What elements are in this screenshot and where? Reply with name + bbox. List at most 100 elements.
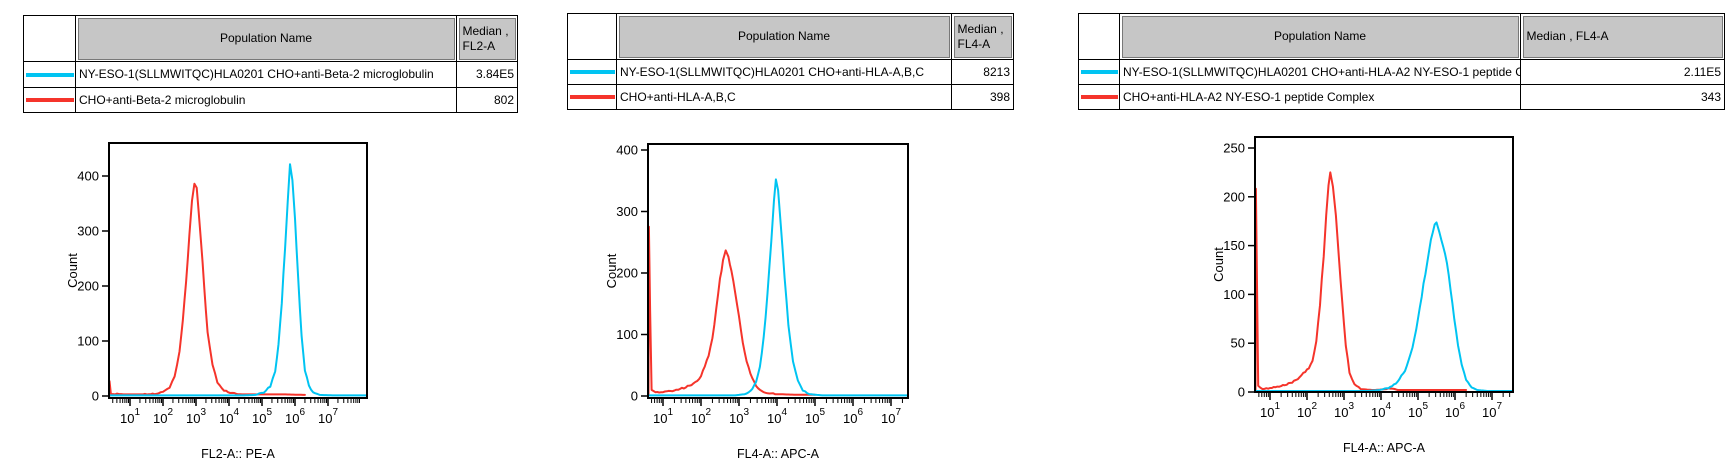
- x-tick-label: 106: [1445, 401, 1465, 420]
- x-axis: 101 102 103 104 105 106 107: [1258, 392, 1511, 420]
- x-tick-label: 102: [153, 407, 173, 426]
- x-tick-label: 105: [805, 407, 825, 426]
- legend-table-panel-3: Population Name Median , FL4-A NY-ESO-1(…: [1078, 13, 1725, 110]
- plot-border: [647, 143, 909, 399]
- x-axis-title: FL2-A:: PE-A: [201, 447, 275, 461]
- cyan-series-swatch: [25, 72, 74, 77]
- x-tick-label: 105: [252, 407, 272, 426]
- y-axis-title: Count: [604, 253, 619, 288]
- chart-1: 0 100 200 300 400 101 102 103 104 105 106 107 Count F…: [65, 142, 368, 461]
- population-name: CHO+anti-Beta-2 microglobulin: [75, 87, 456, 112]
- x-tick-label: 107: [318, 407, 338, 426]
- x-tick-label: 103: [186, 407, 206, 426]
- x-tick-label: 103: [1334, 401, 1354, 420]
- series-curve-red: [647, 225, 816, 396]
- x-axis: 101 102 103 104 105 106 107: [651, 398, 903, 426]
- red-series-swatch: [1080, 95, 1118, 99]
- legend-table-panel-2: Population Name Median , FL4-A NY-ESO-1(…: [567, 13, 1014, 110]
- y-axis-title: Count: [65, 253, 80, 288]
- median-value: 343: [1520, 84, 1724, 109]
- series-swatch-cell: [568, 84, 616, 109]
- population-name: CHO+anti-HLA-A2 NY-ESO-1 peptide Complex: [1119, 84, 1520, 109]
- y-tick-label: 100: [77, 334, 99, 349]
- median-value: 8213: [951, 59, 1013, 84]
- x-tick-label: 104: [1371, 401, 1391, 420]
- population-name: NY-ESO-1(SLLMWITQC)HLA0201 CHO+anti-HLA-…: [616, 59, 951, 84]
- y-axis: 0 100 200 300 400: [616, 143, 648, 404]
- median-value: 2.11E5: [1520, 59, 1724, 84]
- plot-border: [108, 142, 368, 399]
- median-value: 3.84E5: [456, 61, 517, 87]
- red-series-swatch: [25, 98, 74, 102]
- y-tick-label: 250: [1223, 141, 1245, 156]
- x-tick-label: 105: [1408, 401, 1428, 420]
- population-name: NY-ESO-1(SLLMWITQC)HLA0201 CHO+anti-Beta…: [75, 61, 456, 87]
- series-swatch-cell: [1079, 59, 1119, 84]
- y-axis: 0 50 100 150 200 250: [1223, 141, 1255, 400]
- y-tick-label: 50: [1231, 336, 1245, 351]
- series-curve-cyan: [647, 178, 908, 397]
- y-tick-label: 400: [616, 143, 638, 158]
- series-swatch-cell: [1079, 84, 1119, 109]
- x-axis: 101 102 103 104 105 106 107: [112, 398, 360, 426]
- series-swatch-cell: [24, 61, 75, 87]
- x-tick-label: 104: [219, 407, 239, 426]
- red-series-swatch: [569, 95, 615, 99]
- median-value: 398: [951, 84, 1013, 109]
- x-tick-label: 102: [691, 407, 711, 426]
- y-tick-label: 0: [92, 389, 99, 404]
- x-tick-label: 106: [285, 407, 305, 426]
- x-axis-title: FL4-A:: APC-A: [1343, 441, 1426, 455]
- legend-table-panel-1: Population Name Median , FL2-A NY-ESO-1(…: [23, 15, 518, 113]
- population-name: NY-ESO-1(SLLMWITQC)HLA0201 CHO+anti-HLA-…: [1119, 59, 1520, 84]
- histogram-curves: [647, 178, 908, 397]
- corner-header-cell: [24, 16, 75, 61]
- series-swatch-cell: [24, 87, 75, 112]
- y-axis: 0 100 200 300 400: [77, 169, 109, 404]
- series-swatch-cell: [568, 59, 616, 84]
- y-tick-label: 0: [1238, 385, 1245, 400]
- series-curve-red: [1254, 171, 1468, 391]
- y-tick-label: 400: [77, 169, 99, 184]
- population-name: CHO+anti-HLA-A,B,C: [616, 84, 951, 109]
- corner-header-cell: [1079, 14, 1119, 59]
- x-tick-label: 103: [729, 407, 749, 426]
- y-tick-label: 150: [1223, 238, 1245, 253]
- histogram-curves: [1254, 171, 1514, 392]
- y-axis-title: Count: [1211, 247, 1226, 282]
- population-name-header: Population Name: [616, 14, 951, 59]
- cyan-series-swatch: [1080, 70, 1118, 74]
- x-tick-label: 107: [1482, 401, 1502, 420]
- x-tick-label: 101: [120, 407, 140, 426]
- y-tick-label: 300: [616, 204, 638, 219]
- series-curve-cyan: [1254, 221, 1514, 392]
- cyan-series-swatch: [569, 70, 615, 74]
- x-tick-label: 102: [1297, 401, 1317, 420]
- chart-3: 0 50 100 150 200 250 101 102 103 104 105 106 107 Coun…: [1211, 136, 1514, 455]
- x-tick-label: 104: [767, 407, 787, 426]
- x-tick-label: 106: [843, 407, 863, 426]
- x-tick-label: 101: [1260, 401, 1280, 420]
- histogram-curves: [108, 163, 367, 397]
- population-name-header: Population Name: [1119, 14, 1520, 59]
- median-value: 802: [456, 87, 517, 112]
- y-tick-label: 200: [77, 279, 99, 294]
- y-tick-label: 0: [631, 389, 638, 404]
- series-curve-cyan: [108, 163, 367, 397]
- y-tick-label: 200: [1223, 189, 1245, 204]
- corner-header-cell: [568, 14, 616, 59]
- y-tick-label: 100: [1223, 287, 1245, 302]
- plot-border: [1254, 136, 1514, 393]
- x-axis-title: FL4-A:: APC-A: [737, 447, 820, 461]
- x-tick-label: 107: [881, 407, 901, 426]
- y-tick-label: 200: [616, 266, 638, 281]
- chart-2: 0 100 200 300 400 101 102 103 104 105 106 107 Count F…: [604, 143, 909, 461]
- median-header: Median , FL4-A: [1520, 14, 1724, 59]
- median-header: Median , FL4-A: [951, 14, 1013, 59]
- y-tick-label: 300: [77, 224, 99, 239]
- median-header: Median , FL2-A: [456, 16, 517, 61]
- x-tick-label: 101: [653, 407, 673, 426]
- y-tick-label: 100: [616, 327, 638, 342]
- population-name-header: Population Name: [75, 16, 456, 61]
